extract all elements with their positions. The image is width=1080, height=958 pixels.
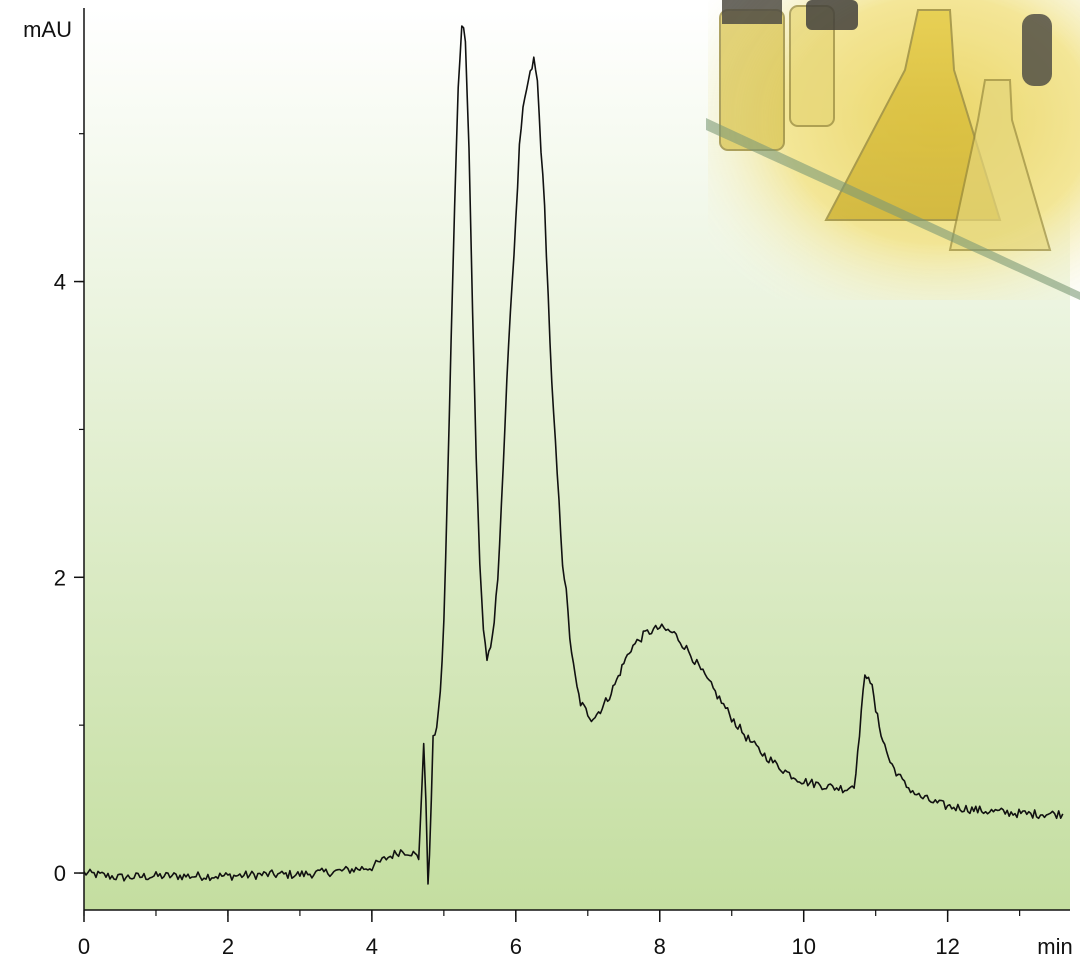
x-tick-label: 2 [222,934,234,958]
x-tick-label: 10 [791,934,815,958]
y-tick-label: 0 [54,861,66,886]
axes: 0 2 4 0 2 4 6 8 10 12 [54,8,1070,958]
x-tick-label: 12 [935,934,959,958]
lab-flasks-photo-decoration [706,0,1080,300]
x-tick-label: 6 [510,934,522,958]
y-tick-label: 2 [54,565,66,590]
y-axis-title: mAU [23,17,72,42]
y-tick-label: 4 [54,270,66,295]
x-tick-label: 4 [366,934,378,958]
x-tick-label: 8 [654,934,666,958]
x-tick-label: 0 [78,934,90,958]
x-axis-title: min [1037,934,1072,958]
chromatogram-trace [83,25,1064,885]
